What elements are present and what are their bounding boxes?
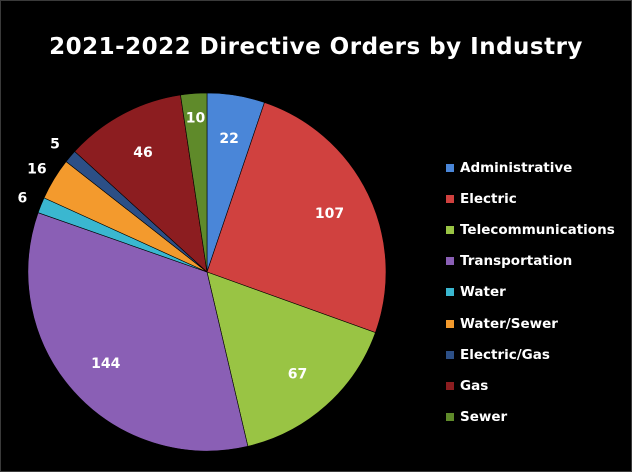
legend-label: Water/Sewer (460, 315, 558, 332)
pie-slice-telecommunications (206, 271, 376, 447)
pie-slice-sewer (180, 92, 208, 273)
legend-label: Gas (460, 377, 489, 394)
data-label-sewer: 10 (186, 110, 206, 126)
legend-label: Electric (460, 190, 517, 207)
chart-title: 2021-2022 Directive Orders by Industry (49, 34, 583, 60)
pie-slice-gas (74, 94, 208, 273)
data-label-electric: 107 (315, 206, 344, 222)
data-label-transportation: 144 (91, 356, 120, 372)
data-label-water-sewer: 16 (27, 162, 46, 178)
data-label-water: 6 (18, 191, 28, 207)
legend-swatch (446, 288, 454, 297)
legend-swatch (446, 413, 454, 422)
legend-item-sewer: Sewer (446, 402, 632, 433)
legend-swatch (446, 319, 454, 328)
pie-slice-transportation (27, 212, 249, 452)
legend-item-electric: Electric (446, 183, 632, 214)
legend-item-water-sewer: Water/Sewer (446, 308, 632, 339)
legend-item-transportation: Transportation (446, 246, 632, 277)
legend-label: Administrative (460, 159, 573, 176)
data-label-administrative: 22 (219, 131, 238, 147)
legend-swatch (446, 194, 454, 203)
legend: Administrative Electric Telecommunications… (446, 152, 632, 433)
data-label-electric-gas: 5 (50, 137, 60, 153)
legend-label: Transportation (460, 253, 573, 270)
legend-label: Telecommunications (460, 221, 615, 238)
legend-label: Electric/Gas (460, 346, 550, 363)
pie-slice-electric (206, 102, 387, 333)
legend-item-electric-gas: Electric/Gas (446, 339, 632, 370)
legend-swatch (446, 350, 454, 359)
legend-swatch (446, 381, 454, 390)
legend-item-telecommunications: Telecommunications (446, 214, 632, 245)
data-label-gas: 46 (133, 145, 152, 161)
legend-item-administrative: Administrative (446, 152, 632, 183)
legend-swatch (446, 225, 454, 234)
legend-swatch (446, 163, 454, 172)
legend-item-gas: Gas (446, 370, 632, 401)
data-label-telecommunications: 67 (288, 367, 307, 383)
legend-item-water: Water (446, 277, 632, 308)
legend-swatch (446, 257, 454, 266)
legend-label: Water (460, 284, 506, 301)
legend-label: Sewer (460, 409, 508, 426)
